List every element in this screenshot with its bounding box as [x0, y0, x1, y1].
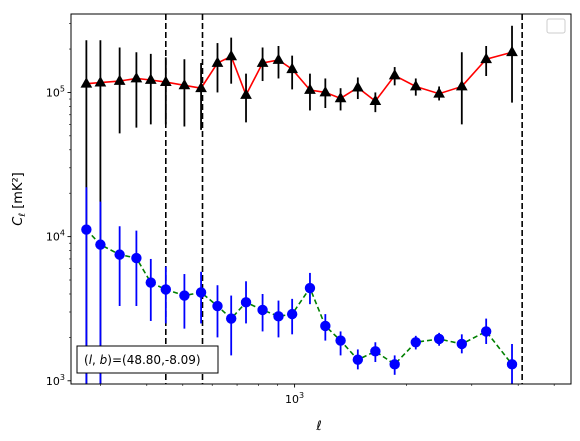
- series-1-point-14: [304, 282, 316, 294]
- series-0-point-21: [433, 87, 445, 98]
- series-0-point-10: [240, 88, 252, 99]
- x-tick-label-3-exponent: 3: [299, 391, 304, 400]
- y-axis-label: Cℓ [mK²]: [11, 172, 28, 225]
- series-1-point-18: [370, 346, 381, 357]
- series-0-point-17: [351, 81, 364, 92]
- series-1-point-3: [131, 252, 142, 264]
- svg-text:Cℓ [mK²]: Cℓ [mK²]: [11, 172, 28, 225]
- plot-area: [80, 14, 523, 384]
- series-1-point-6: [179, 290, 190, 301]
- annotation-part-open: (: [84, 353, 89, 367]
- series-1-point-20: [410, 337, 421, 348]
- series-0-point-15: [319, 85, 332, 97]
- series-0-point-0: [80, 77, 93, 88]
- y-tick-label-5-base: 10: [46, 86, 60, 99]
- series-0-point-20: [409, 79, 422, 91]
- legend-box: [546, 18, 566, 34]
- series-0-point-16: [334, 91, 347, 103]
- series-0-point-13: [286, 62, 299, 74]
- series-1-point-23: [480, 326, 492, 337]
- series-1-point-0: [81, 224, 92, 235]
- series-1-point-21: [433, 333, 445, 345]
- series-1-point-7: [195, 287, 207, 298]
- series-1-point-24: [506, 359, 518, 370]
- series-1-point-15: [320, 320, 331, 332]
- series-0-point-19: [388, 69, 401, 80]
- annotation-frame: [76, 345, 219, 374]
- series-1-point-10: [240, 297, 252, 308]
- series-0-point-5: [159, 75, 172, 86]
- y-axis-label-unit: [mK²]: [11, 172, 26, 209]
- series-1-point-12: [273, 311, 284, 322]
- series-1-point-11: [257, 304, 268, 316]
- y-tick-label-5-exponent: 5: [60, 84, 65, 93]
- plot-frame: [70, 13, 572, 385]
- series-0-point-12: [272, 53, 285, 64]
- annotation-part-comma: ,: [92, 353, 100, 367]
- series-1-point-2: [114, 249, 125, 260]
- series-1-point-1: [95, 239, 106, 250]
- y-axis-label-base: C: [11, 216, 26, 226]
- y-tick-label-4-exponent: 4: [60, 229, 65, 238]
- series-1-point-22: [456, 338, 467, 350]
- x-tick-label-3-base: 10: [285, 393, 299, 406]
- series-0-point-8: [211, 56, 224, 67]
- y-tick-label-3-base: 10: [46, 375, 60, 388]
- x-axis-label: ℓ: [315, 419, 321, 434]
- series-0-point-3: [130, 71, 143, 83]
- y-tick-label-5: 105: [46, 84, 65, 99]
- series-0-point-4: [144, 73, 157, 84]
- series-0: [80, 25, 518, 384]
- series-0-point-24: [506, 45, 518, 57]
- series-0-point-1: [94, 76, 107, 87]
- series-0-point-6: [178, 78, 191, 90]
- series-1-point-8: [212, 300, 223, 312]
- y-tick-label-3: 103: [46, 373, 65, 388]
- series-0-point-2: [113, 74, 126, 85]
- series-1: [81, 187, 518, 384]
- x-tick-label-3: 103: [285, 391, 304, 406]
- series-1-point-19: [389, 359, 400, 370]
- series-0-point-23: [480, 52, 493, 64]
- annotation-part-l: l: [89, 353, 93, 367]
- annotation-part-b: b: [100, 353, 108, 367]
- series-1-point-5: [160, 284, 172, 295]
- series-0-point-18: [369, 94, 382, 106]
- series-0-point-14: [304, 83, 316, 94]
- series-1-point-13: [286, 308, 298, 320]
- annotation-text: (l, b)=(48.80,-8.09): [84, 353, 201, 367]
- series-1-point-17: [352, 354, 364, 365]
- series-0-point-9: [225, 49, 238, 61]
- y-tick-label-4-base: 10: [46, 231, 60, 244]
- series-0-point-22: [455, 79, 468, 91]
- y-axis-label-sub: ℓ: [18, 213, 28, 218]
- y-tick-label-4: 104: [46, 229, 65, 244]
- series-1-point-4: [145, 277, 156, 288]
- series-0-point-7: [195, 81, 207, 93]
- annotation-part-values: )=(48.80,-8.09): [107, 353, 200, 367]
- series-0-point-11: [256, 56, 269, 67]
- annotation-box: (l, b)=(48.80,-8.09): [76, 345, 219, 374]
- y-tick-label-3-exponent: 3: [60, 373, 65, 382]
- series-1-point-9: [225, 313, 237, 324]
- series-1-point-16: [335, 335, 346, 346]
